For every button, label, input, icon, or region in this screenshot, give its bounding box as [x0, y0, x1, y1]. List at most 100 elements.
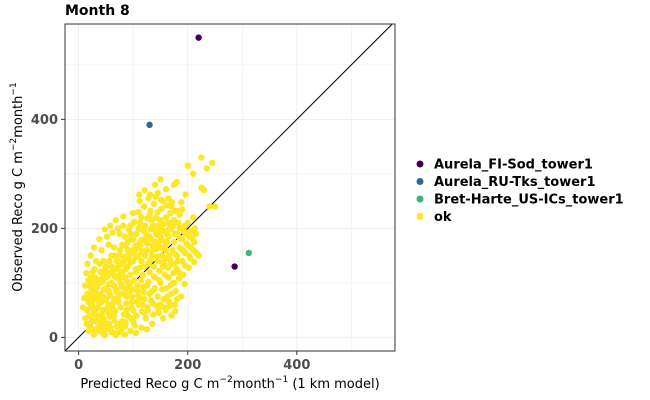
data-point: [101, 226, 109, 233]
x-tick-label: 200: [174, 358, 201, 373]
data-point: [85, 276, 92, 284]
data-point: [115, 263, 122, 270]
data-point: [165, 252, 173, 259]
data-point: [171, 230, 178, 238]
data-point: [139, 271, 147, 278]
data-point: [120, 222, 127, 229]
data-point: [129, 209, 137, 217]
data-point: [83, 320, 91, 327]
data-point: [127, 315, 135, 322]
x-axis-title-mid: month: [233, 377, 275, 392]
data-point: [169, 279, 177, 287]
data-point: [128, 304, 135, 311]
data-point: [203, 165, 211, 172]
data-point: [101, 331, 109, 339]
data-point: [95, 291, 102, 299]
data-point: [174, 207, 181, 215]
data-point: [141, 252, 149, 259]
data-point: [112, 217, 119, 224]
data-point: [149, 222, 157, 229]
data-point: [147, 207, 154, 215]
data-point: [128, 293, 136, 300]
chart-title: Month 8: [65, 3, 130, 19]
data-point: [132, 329, 140, 337]
data-point: [176, 234, 184, 242]
data-point: [162, 214, 170, 221]
data-point: [98, 298, 105, 306]
data-point: [127, 236, 135, 243]
y-axis: 0 200 400: [31, 113, 65, 346]
data-point: [184, 162, 191, 169]
plot-panel: [64, 23, 396, 352]
data-point: [168, 312, 175, 319]
data-point: [128, 298, 136, 306]
data-point: [96, 327, 103, 335]
data-point: [111, 308, 119, 315]
data-point: [160, 245, 167, 253]
data-point: [181, 262, 189, 269]
data-point: [138, 324, 145, 331]
data-point: [102, 266, 109, 273]
data-point: [139, 301, 146, 308]
data-point: [183, 240, 190, 247]
data-point: [147, 297, 155, 304]
data-point: [116, 271, 124, 278]
data-point: [160, 220, 167, 228]
data-point: [136, 264, 143, 271]
data-point: [138, 214, 145, 221]
data-point: [167, 209, 174, 217]
data-point: [155, 309, 163, 317]
data-point: [141, 187, 148, 194]
data-point: [152, 214, 160, 221]
data-point: [104, 304, 111, 311]
data-point: [103, 294, 111, 302]
data-point: [138, 257, 145, 265]
data-point: [147, 256, 154, 264]
data-point: [91, 266, 98, 273]
data-point: [98, 275, 106, 282]
y-tick-label: 200: [31, 222, 58, 237]
data-point: [211, 203, 219, 210]
data-point: [191, 225, 199, 232]
data-point: [144, 215, 151, 222]
data-point: [84, 260, 91, 267]
data-point: [164, 293, 171, 300]
data-point: [182, 191, 189, 198]
data-point: [142, 238, 149, 245]
data-point: [116, 246, 124, 254]
data-point: [180, 246, 187, 254]
data-point: [231, 263, 238, 270]
data-point: [117, 304, 124, 311]
data-point: [109, 300, 116, 307]
data-point: [129, 286, 136, 293]
data-point: [120, 257, 128, 265]
data-point: [147, 236, 155, 243]
data-point: [109, 229, 116, 236]
data-point: [81, 282, 89, 289]
data-point: [159, 315, 167, 322]
data-point: [168, 199, 176, 206]
data-point: [209, 159, 216, 167]
y-axis-title: Observed Reco g C m−2month−1: [9, 82, 26, 291]
x-axis-title-post: (1 km model): [288, 377, 379, 392]
data-point: [98, 311, 106, 318]
data-point: [87, 285, 95, 292]
data-point: [175, 219, 182, 227]
data-point: [138, 276, 145, 284]
x-tick-label: 400: [283, 358, 310, 373]
data-point: [149, 287, 156, 295]
data-point: [170, 181, 178, 188]
legend-key: [416, 213, 424, 220]
data-point: [85, 327, 92, 335]
data-point: [192, 230, 200, 238]
data-point: [79, 304, 87, 311]
data-point: [122, 266, 129, 273]
data-point: [175, 275, 183, 282]
data-point: [171, 308, 179, 315]
data-point: [105, 280, 113, 288]
data-point: [139, 284, 147, 291]
data-point: [131, 246, 139, 254]
data-point: [156, 267, 163, 275]
data-point: [101, 317, 108, 325]
data-point: [127, 258, 135, 266]
